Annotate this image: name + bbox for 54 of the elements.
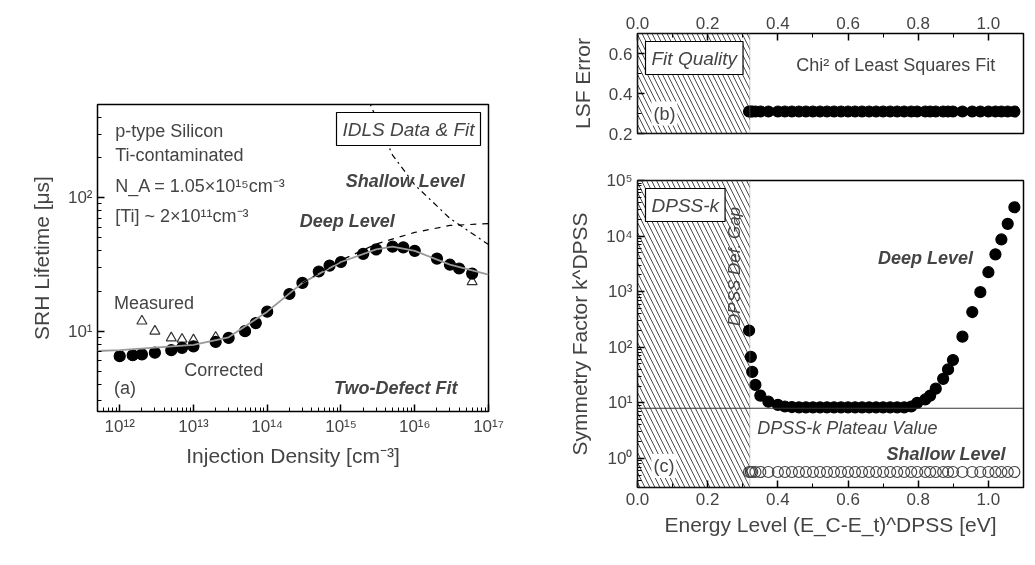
x-axis-title: Energy Level (E_C-E_t)^DPSS [eV] bbox=[664, 512, 997, 537]
x-tick-label: 0.8 bbox=[906, 489, 931, 509]
y-axis-title: LSF Error bbox=[570, 37, 594, 130]
x-tick-label: 0.6 bbox=[836, 13, 860, 33]
x-tick-label: 10¹³ bbox=[178, 416, 209, 436]
annotation: Deep Level bbox=[299, 210, 396, 231]
y-tick-label: 10⁵ bbox=[606, 171, 633, 190]
ref-line-label: DPSS-k Plateau Value bbox=[757, 418, 938, 439]
text: Fit Quality bbox=[651, 47, 739, 69]
annotation: (a) bbox=[113, 377, 136, 398]
annotation: Shallow Level bbox=[886, 443, 1007, 464]
y-tick-label: 0.4 bbox=[608, 84, 633, 104]
x-tick-label: 0.2 bbox=[695, 13, 720, 33]
text: IDLS Data & Fit bbox=[342, 118, 476, 140]
x-axis-title: Injection Density [cm⁻³] bbox=[186, 443, 400, 467]
x-tick-label: 0.2 bbox=[695, 489, 720, 509]
x-tick-label: 10¹⁷ bbox=[473, 416, 504, 436]
y-tick-label: 10⁰ bbox=[607, 448, 633, 468]
y-tick-label: 10³ bbox=[607, 282, 633, 302]
y-tick-label: 10¹ bbox=[607, 393, 633, 413]
x-tick-label: 10¹⁴ bbox=[251, 416, 284, 436]
annotation: [Ti] ~ 2×10¹¹cm⁻³ bbox=[115, 205, 249, 226]
annotation: Ti-contaminated bbox=[115, 145, 244, 166]
annotation: (b) bbox=[653, 103, 676, 124]
annotation: Shallow Level bbox=[345, 170, 466, 191]
y-tick-label: 10² bbox=[67, 188, 93, 208]
annotation: (c) bbox=[653, 456, 675, 477]
annotation: Measured bbox=[113, 292, 195, 313]
x-tick-label: 1.0 bbox=[976, 13, 1001, 33]
x-tick-label: 0.4 bbox=[766, 13, 790, 33]
x-tick-label: 0.4 bbox=[766, 489, 790, 509]
y-tick-label: 0.6 bbox=[608, 44, 633, 64]
y-tick-label: 10² bbox=[607, 337, 633, 357]
x-tick-label: 0.8 bbox=[906, 13, 931, 33]
band-label: DPSS Def. Gap bbox=[724, 206, 744, 326]
y-tick-label: 10⁴ bbox=[606, 226, 633, 246]
annotation: p-type Silicon bbox=[115, 120, 224, 141]
annotation: Two-Defect Fit bbox=[334, 377, 459, 398]
x-tick-label: 1.0 bbox=[976, 489, 1001, 509]
x-tick-label: 0.0 bbox=[625, 489, 650, 509]
x-tick-label: 0.6 bbox=[836, 489, 860, 509]
y-axis-title: SRH Lifetime [μs] bbox=[29, 176, 53, 340]
annotation: Deep Level bbox=[878, 248, 975, 269]
y-axis-title: Symmetry Factor k^DPSS bbox=[568, 212, 592, 456]
annotation: Corrected bbox=[184, 360, 264, 381]
annotation: N_A = 1.05×10¹⁵cm⁻³ bbox=[115, 175, 285, 197]
y-tick-label: 0.2 bbox=[608, 124, 633, 144]
x-tick-label: 10¹² bbox=[104, 416, 136, 436]
x-tick-label: 0.0 bbox=[625, 13, 650, 33]
x-tick-label: 10¹⁶ bbox=[398, 416, 431, 436]
text: DPSS-k bbox=[651, 194, 721, 216]
x-tick-label: 10¹⁵ bbox=[325, 416, 357, 436]
y-tick-label: 10¹ bbox=[67, 321, 93, 341]
annotation: Chi² of Least Squares Fit bbox=[796, 54, 996, 75]
